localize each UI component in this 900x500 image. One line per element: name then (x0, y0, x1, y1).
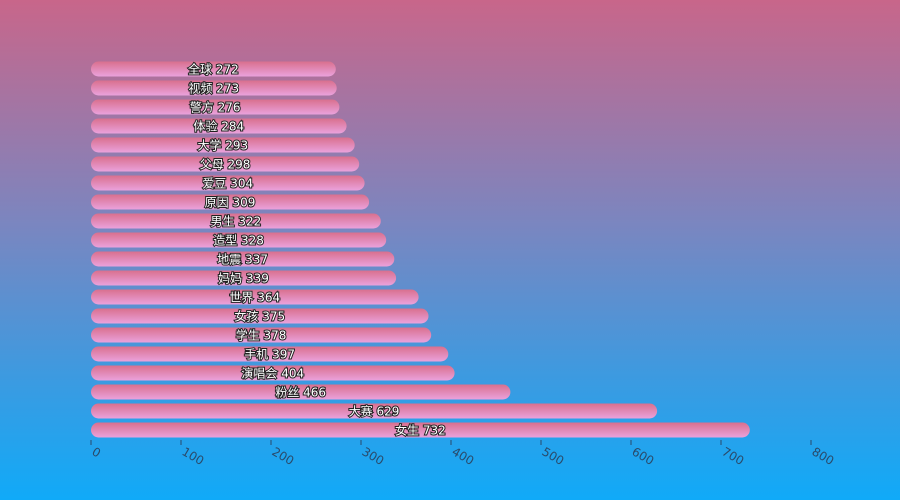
x-tick-label: 0 (90, 444, 104, 460)
bar-大学[interactable] (91, 137, 355, 153)
bar-label: 男生 322 (211, 215, 262, 229)
bar-造型[interactable] (91, 232, 387, 248)
bar-label: 原因 309 (205, 196, 256, 210)
bar-女孩[interactable] (91, 308, 429, 324)
bar-label: 手机 397 (244, 348, 295, 362)
bar-视频[interactable] (91, 80, 337, 96)
bar-地震[interactable] (91, 251, 395, 267)
bar-原因[interactable] (91, 194, 370, 210)
x-tick-label: 500 (540, 444, 567, 468)
bar-label: 世界 364 (229, 291, 280, 305)
bar-妈妈[interactable] (91, 270, 397, 286)
bar-label: 妈妈 339 (218, 272, 269, 286)
bar-label: 造型 328 (213, 234, 264, 248)
bar-粉丝[interactable] (91, 384, 511, 400)
bar-label: 体验 284 (193, 119, 244, 134)
x-tick-label: 300 (360, 444, 387, 468)
bar-女生[interactable] (91, 422, 750, 438)
bar-全球[interactable] (91, 61, 336, 77)
bar-男生[interactable] (91, 213, 381, 229)
bar-警方[interactable] (91, 99, 340, 115)
bar-label: 警方 276 (190, 100, 241, 115)
bar-label: 学生 378 (236, 328, 287, 343)
bar-父母[interactable] (91, 156, 360, 172)
bar-label: 女生 732 (395, 423, 446, 438)
x-tick-label: 100 (180, 444, 207, 468)
x-tick-label: 600 (630, 444, 657, 468)
x-tick-label: 200 (270, 444, 297, 468)
bar-label: 地震 337 (217, 253, 268, 267)
bar-大赛[interactable] (91, 403, 658, 419)
bar-label: 演唱会 404 (241, 366, 304, 381)
bar-label: 大学 293 (197, 138, 248, 153)
bar-演唱会[interactable] (91, 365, 455, 381)
bar-世界[interactable] (91, 289, 419, 305)
bar-手机[interactable] (91, 346, 449, 362)
x-tick-label: 400 (450, 444, 477, 468)
bar-爱豆[interactable] (91, 175, 365, 191)
bar-label: 父母 298 (200, 158, 251, 172)
bar-label: 女孩 375 (234, 309, 285, 324)
x-tick-label: 700 (720, 444, 747, 468)
bar-label: 全球 272 (188, 62, 239, 77)
bar-体验[interactable] (91, 118, 347, 134)
bar-学生[interactable] (91, 327, 432, 343)
bar-label: 粉丝 466 (275, 386, 326, 400)
x-tick-label: 800 (810, 444, 837, 468)
bar-label: 视频 273 (188, 81, 239, 96)
bar-label: 爱豆 304 (202, 177, 253, 191)
bar-label: 大赛 629 (349, 404, 400, 419)
